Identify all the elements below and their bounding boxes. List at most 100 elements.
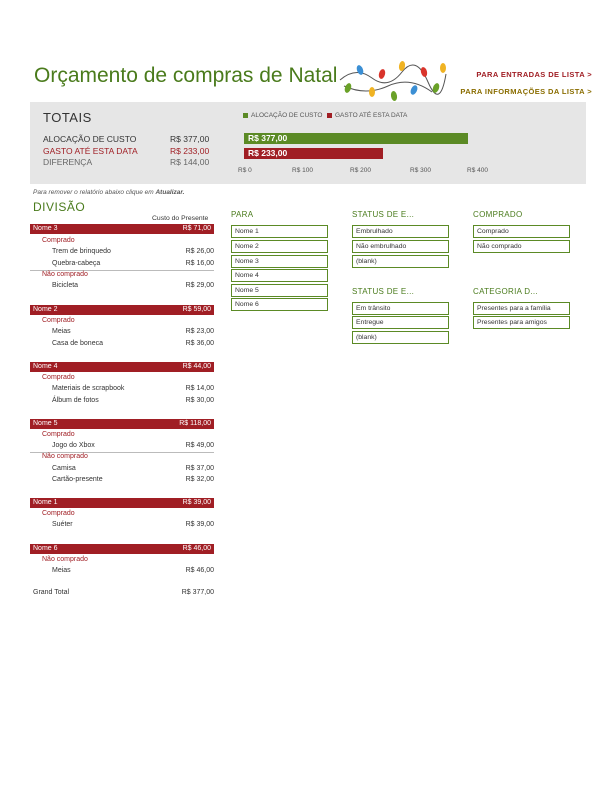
status-label: Comprado xyxy=(42,317,75,324)
refresh-note-text: Para remover o relatório abaixo clique e… xyxy=(33,189,154,196)
slicer-item-blank[interactable]: (blank) xyxy=(352,255,449,268)
slicer-item-entregue[interactable]: Entregue xyxy=(352,316,449,329)
group-name: Nome 2 xyxy=(33,306,58,313)
list-item-value: R$ 30,00 xyxy=(185,397,214,404)
refresh-note-action: Atualizar. xyxy=(155,189,185,196)
slicer-title-comprado: COMPRADO xyxy=(473,210,523,219)
group-total: R$ 44,00 xyxy=(182,363,211,370)
group-header[interactable]: Nome 3 R$ 71,00 xyxy=(30,224,214,234)
bar-spent: R$ 233,00 xyxy=(244,148,383,159)
slicer-item-blank[interactable]: (blank) xyxy=(352,331,449,344)
slicer-item-friend-gifts[interactable]: Presentes para amigos xyxy=(473,316,570,329)
x-tick-0: R$ 0 xyxy=(238,167,252,174)
list-item-value: R$ 49,00 xyxy=(185,442,214,449)
group-header[interactable]: Nome 5 R$ 118,00 xyxy=(30,419,214,429)
total-value-difference: R$ 144,00 xyxy=(170,157,210,167)
list-item: Meias xyxy=(52,328,71,335)
x-tick-100: R$ 100 xyxy=(292,167,313,174)
list-item-value: R$ 32,00 xyxy=(185,476,214,483)
slicer-item-nao-embrulhado[interactable]: Não embrulhado xyxy=(352,240,449,253)
legend-swatch-allocation xyxy=(243,112,248,118)
bar-label-spent: R$ 233,00 xyxy=(248,148,288,158)
list-item-value: R$ 26,00 xyxy=(185,248,214,255)
list-item-value: R$ 39,00 xyxy=(185,521,214,528)
list-item: Jogo do Xbox xyxy=(52,442,95,449)
page-title: Orçamento de compras de Natal xyxy=(34,64,338,87)
slicer-item-nome-4[interactable]: Nome 4 xyxy=(231,269,328,282)
list-item: Cartão-presente xyxy=(52,476,103,483)
list-item-value: R$ 46,00 xyxy=(185,567,214,574)
list-item-value: R$ 37,00 xyxy=(185,465,214,472)
bar-allocation: R$ 377,00 xyxy=(244,133,469,144)
group-header[interactable]: Nome 4 R$ 44,00 xyxy=(30,362,214,372)
group-name: Nome 1 xyxy=(33,499,58,506)
group-header[interactable]: Nome 2 R$ 59,00 xyxy=(30,305,214,315)
refresh-note: Para remover o relatório abaixo clique e… xyxy=(33,189,184,196)
group-total: R$ 59,00 xyxy=(182,306,211,313)
slicer-item-embrulhado[interactable]: Embrulhado xyxy=(352,225,449,238)
christmas-lights-icon xyxy=(339,61,447,101)
list-item-value: R$ 29,00 xyxy=(185,282,214,289)
legend-allocation: ALOCAÇÃO DE CUSTO xyxy=(243,112,322,119)
slicer-title-delivery-status: STATUS DE E... xyxy=(352,287,415,296)
slicer-item-nome-2[interactable]: Nome 2 xyxy=(231,240,328,253)
status-label: Não comprado xyxy=(42,453,88,460)
legend-swatch-spent xyxy=(327,112,332,118)
link-list-info[interactable]: PARA INFORMAÇÕES DA LISTA > xyxy=(460,87,592,96)
legend-spent: GASTO ATÉ ESTA DATA xyxy=(327,112,407,119)
grand-total-label: Grand Total xyxy=(33,589,70,596)
status-label: Comprado xyxy=(42,374,75,381)
group-header[interactable]: Nome 6 R$ 46,00 xyxy=(30,544,214,554)
total-value-allocation: R$ 377,00 xyxy=(170,134,210,144)
totals-title: TOTAIS xyxy=(43,110,92,125)
group-total: R$ 39,00 xyxy=(182,499,211,506)
list-item: Trem de brinquedo xyxy=(52,248,111,255)
group-total: R$ 71,00 xyxy=(182,225,211,232)
divider xyxy=(30,452,214,453)
column-header-gift-cost: Custo do Presente xyxy=(152,215,209,222)
x-tick-200: R$ 200 xyxy=(350,167,371,174)
group-name: Nome 5 xyxy=(33,420,58,427)
slicer-item-em-transito[interactable]: Em trânsito xyxy=(352,302,449,315)
list-item: Suéter xyxy=(52,521,73,528)
group-header[interactable]: Nome 1 R$ 39,00 xyxy=(30,498,214,508)
list-item: Meias xyxy=(52,567,71,574)
list-item-value: R$ 23,00 xyxy=(185,328,214,335)
status-label: Não comprado xyxy=(42,271,88,278)
x-tick-400: R$ 400 xyxy=(467,167,488,174)
total-label-allocation: ALOCAÇÃO DE CUSTO xyxy=(43,134,137,144)
list-item-value: R$ 16,00 xyxy=(185,260,214,267)
slicer-item-nome-1[interactable]: Nome 1 xyxy=(231,225,328,238)
total-label-difference: DIFERENÇA xyxy=(43,157,93,167)
slicer-item-family-gifts[interactable]: Presentes para a família xyxy=(473,302,570,315)
list-item: Álbum de fotos xyxy=(52,397,99,404)
status-label: Comprado xyxy=(42,431,75,438)
divider xyxy=(30,270,214,271)
slicer-title-category: CATEGORIA D... xyxy=(473,287,538,296)
link-list-entries[interactable]: PARA ENTRADAS DE LISTA > xyxy=(476,70,592,79)
bar-label-allocation: R$ 377,00 xyxy=(248,133,288,143)
slicer-item-nome-3[interactable]: Nome 3 xyxy=(231,255,328,268)
status-label: Comprado xyxy=(42,510,75,517)
division-title: DIVISÃO xyxy=(33,200,86,214)
legend-label-allocation: ALOCAÇÃO DE CUSTO xyxy=(251,112,323,119)
status-label: Comprado xyxy=(42,237,75,244)
group-name: Nome 6 xyxy=(33,545,58,552)
slicer-item-nao-comprado[interactable]: Não comprado xyxy=(473,240,570,253)
x-tick-300: R$ 300 xyxy=(410,167,431,174)
group-total: R$ 46,00 xyxy=(182,545,211,552)
list-item: Quebra-cabeça xyxy=(52,260,101,267)
list-item: Materiais de scrapbook xyxy=(52,385,125,392)
slicer-title-wrap-status: STATUS DE E... xyxy=(352,210,415,219)
group-name: Nome 4 xyxy=(33,363,58,370)
status-label: Não comprado xyxy=(42,556,88,563)
list-item: Bicicleta xyxy=(52,282,79,289)
slicer-item-nome-5[interactable]: Nome 5 xyxy=(231,284,328,297)
list-item: Camisa xyxy=(52,465,76,472)
slicer-item-nome-6[interactable]: Nome 6 xyxy=(231,298,328,311)
slicer-title-para: PARA xyxy=(231,210,254,219)
slicer-item-comprado[interactable]: Comprado xyxy=(473,225,570,238)
group-name: Nome 3 xyxy=(33,225,58,232)
list-item-value: R$ 36,00 xyxy=(185,340,214,347)
list-item-value: R$ 14,00 xyxy=(185,385,214,392)
